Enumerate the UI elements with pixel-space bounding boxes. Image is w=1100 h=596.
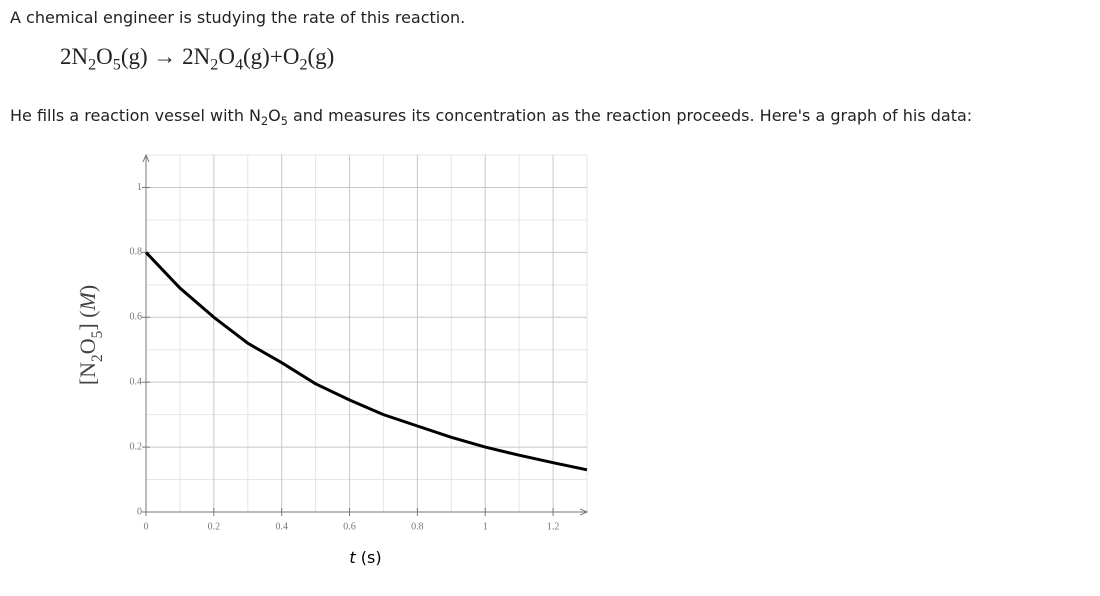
x-tick-label: 0.2	[208, 521, 221, 532]
x-tick-label: 0.8	[411, 521, 424, 532]
text-segment: O	[218, 44, 235, 69]
text-segment: 5	[89, 330, 106, 338]
y-tick-label: 0	[137, 506, 142, 517]
y-tick-label: 0.8	[130, 247, 143, 258]
x-tick-label: 0.6	[343, 521, 356, 532]
x-axis-label: t (s)	[349, 548, 381, 567]
text-segment: M	[75, 290, 100, 311]
text-segment: O	[268, 106, 281, 125]
text-segment: (g)	[243, 44, 270, 69]
y-axis-label: [N2O5] (M)	[75, 285, 106, 385]
text-segment: → 2N	[147, 44, 211, 69]
text-segment: 2	[261, 115, 269, 129]
y-tick-label: 0.2	[130, 441, 143, 452]
equation: 2N2O5(g) → 2N2O4(g)+O2(g)	[60, 44, 334, 75]
x-tick-label: 1	[483, 521, 488, 532]
y-tick-label: 0.4	[130, 376, 143, 387]
text-segment: O	[96, 44, 113, 69]
text-segment: (s)	[356, 548, 382, 567]
y-tick-label: 0.6	[130, 312, 143, 323]
text-segment: 4	[234, 56, 244, 74]
data-line	[144, 251, 588, 472]
text-segment: 2N	[60, 44, 89, 69]
text-segment: (g)	[120, 44, 148, 69]
text-segment: )	[75, 285, 100, 292]
text-segment: 2	[210, 56, 219, 74]
text-segment: 5	[112, 56, 121, 74]
text-segment: 2	[89, 354, 106, 362]
x-tick-label: 1.2	[547, 521, 560, 532]
prompt-text: He fills a reaction vessel with N2O5 and…	[10, 106, 972, 128]
text-segment: 2	[299, 56, 308, 74]
text-segment: ] (	[75, 310, 100, 330]
y-tick-label: 1	[137, 182, 142, 193]
intro-text: A chemical engineer is studying the rate…	[10, 8, 466, 27]
x-tick-label: 0	[144, 521, 149, 532]
text-segment: [N	[75, 362, 100, 385]
text-segment: and measures its concentration as the re…	[287, 106, 973, 125]
x-tick-label: 0.4	[275, 521, 288, 532]
chart: 0 0.2 0.4 0.6 0.8 1 1.200.20.40.60.81t (s)[N2O…	[75, 0, 700, 567]
text-segment: He fills a reaction vessel with N	[10, 106, 262, 125]
text-segment: 5	[280, 115, 288, 129]
text-segment: +O	[269, 44, 300, 69]
text-segment: O	[75, 338, 100, 354]
text-segment: 2	[88, 56, 97, 74]
text-segment: t	[349, 548, 356, 567]
text-segment: (g)	[307, 44, 335, 69]
